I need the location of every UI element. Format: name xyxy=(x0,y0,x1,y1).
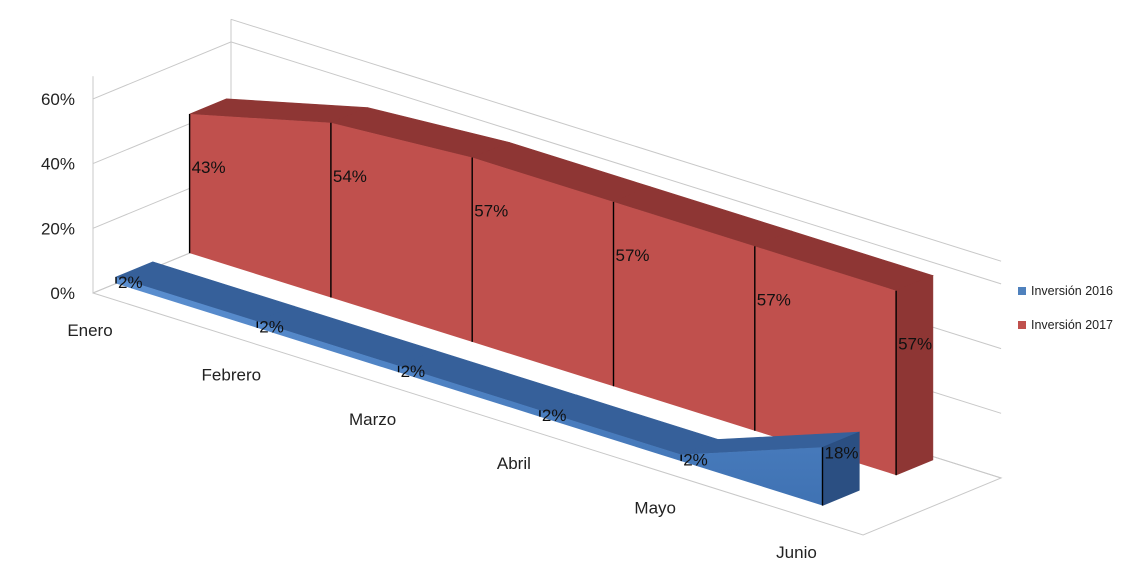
data-label: 57% xyxy=(757,290,791,309)
data-label: 2% xyxy=(542,406,567,425)
x-category-label: Mayo xyxy=(634,499,676,518)
x-category-label: Enero xyxy=(67,321,112,340)
x-category-label: Abril xyxy=(497,454,531,473)
legend-swatch-2017 xyxy=(1018,321,1026,329)
ribbon-end-cap xyxy=(895,275,934,476)
data-label: 2% xyxy=(259,317,284,336)
legend: Inversión 2016 Inversión 2017 xyxy=(1018,280,1113,348)
x-axis-categories: Enero Febrero Marzo Abril Mayo Junio xyxy=(67,321,817,562)
ribbon-front-face xyxy=(189,114,897,476)
data-label: 57% xyxy=(898,335,932,354)
data-labels-2016: 2% 2% 2% 2% 2% 18% xyxy=(118,273,859,470)
legend-item-2017: Inversión 2017 xyxy=(1018,314,1113,336)
x-category-label: Junio xyxy=(776,543,817,562)
data-label: 43% xyxy=(192,158,226,177)
data-label: 54% xyxy=(333,167,367,186)
y-tick-label: 60% xyxy=(41,90,75,109)
data-label: 57% xyxy=(474,202,508,221)
y-tick-label: 20% xyxy=(41,219,75,238)
legend-label-2017: Inversión 2017 xyxy=(1031,318,1114,332)
x-category-label: Marzo xyxy=(349,410,396,429)
data-labels-2017: 43% 54% 57% 57% 57% 57% xyxy=(192,158,933,354)
x-category-label: Febrero xyxy=(202,365,262,384)
y-tick-label: 0% xyxy=(50,284,75,303)
data-label: 57% xyxy=(616,246,650,265)
y-axis-ticks: 0% 20% 40% 60% xyxy=(41,90,75,303)
legend-label-2016: Inversión 2016 xyxy=(1031,284,1114,298)
legend-item-2016: Inversión 2016 xyxy=(1018,280,1113,302)
data-label: 18% xyxy=(825,443,859,462)
data-label: 2% xyxy=(118,273,143,292)
series-inversion-2016 xyxy=(115,261,860,506)
ribbon-front-face xyxy=(116,277,823,506)
series-inversion-2017 xyxy=(188,98,934,476)
gridline xyxy=(92,41,1002,285)
data-label: 2% xyxy=(401,362,426,381)
y-tick-label: 40% xyxy=(41,155,75,174)
legend-swatch-2016 xyxy=(1018,287,1026,295)
data-label: 2% xyxy=(683,451,708,470)
back-wall-top xyxy=(230,18,1002,262)
